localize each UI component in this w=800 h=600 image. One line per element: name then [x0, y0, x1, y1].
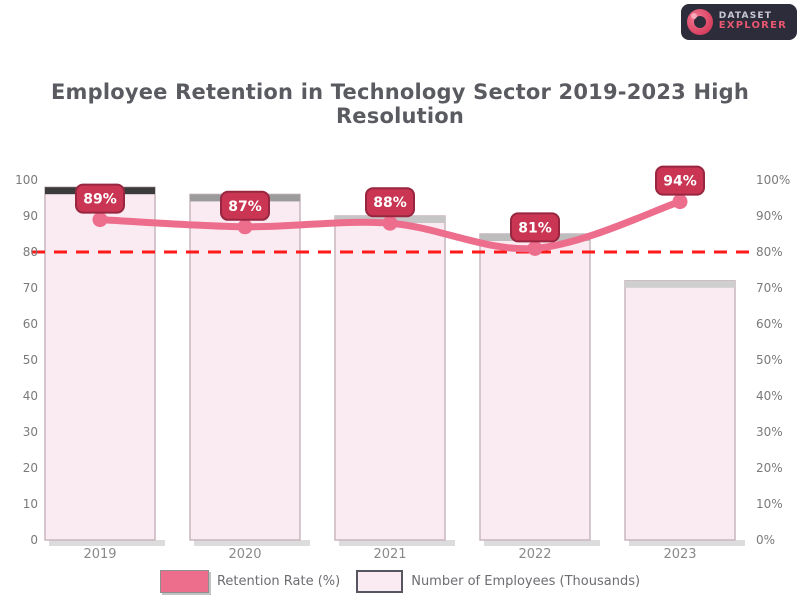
left-axis-tick-label: 10: [23, 497, 38, 511]
bar: [624, 280, 736, 541]
data-label: 81%: [518, 220, 552, 236]
bar-bottom-shadow: [194, 540, 310, 546]
legend-label-bar-series: Number of Employees (Thousands): [411, 573, 641, 589]
legend-item-line-series: Retention Rate (%): [159, 569, 341, 593]
data-label: 88%: [373, 195, 407, 211]
line-marker: [382, 215, 398, 231]
legend-swatch-bar-series: [356, 569, 404, 593]
x-axis-label: 2023: [663, 547, 696, 562]
left-axis-tick-label: 50: [23, 353, 38, 367]
line-marker: [92, 212, 108, 228]
data-label-pill: [75, 183, 125, 214]
data-label-pill: [365, 187, 415, 218]
bar-bottom-shadow: [49, 540, 165, 546]
line-marker: [237, 219, 253, 235]
right-axis-tick-label: 100%: [756, 173, 790, 187]
line-marker: [527, 240, 543, 256]
left-axis-tick-label: 80: [23, 245, 38, 259]
logo-line1: DATASET: [718, 11, 773, 22]
right-axis-tick-label: 30%: [756, 425, 783, 439]
data-label-pill: [655, 165, 705, 196]
data-label: 89%: [83, 192, 117, 208]
right-axis-tick-label: 60%: [756, 317, 783, 331]
right-axis-tick-label: 90%: [756, 209, 783, 223]
left-axis-tick-label: 20: [23, 461, 38, 475]
legend-label-line-series: Retention Rate (%): [216, 573, 341, 589]
bar: [479, 233, 591, 541]
left-axis-tick-label: 90: [23, 209, 38, 223]
right-axis-tick-label: 40%: [756, 389, 783, 403]
bar: [189, 193, 301, 541]
left-axis-tick-label: 70: [23, 281, 38, 295]
data-label-pill: [510, 212, 560, 243]
data-label: 94%: [663, 174, 697, 190]
magnifier-circle-icon: [686, 9, 713, 35]
right-axis-tick-label: 10%: [756, 497, 783, 511]
right-axis-tick-label: 50%: [756, 353, 783, 367]
right-axis-tick-label: 20%: [756, 461, 783, 475]
left-axis-tick-label: 60: [23, 317, 38, 331]
left-axis-tick-label: 30: [23, 425, 38, 439]
bar-top-shade: [625, 280, 735, 288]
right-axis-tick-label: 0%: [756, 533, 775, 547]
bar: [44, 186, 156, 541]
data-label-pill: [220, 190, 270, 221]
legend-item-bar-series: Number of Employees (Thousands): [356, 569, 641, 593]
chart-legend: Retention Rate (%) Number of Employees (…: [0, 566, 800, 596]
x-axis-label: 2022: [518, 547, 551, 562]
left-axis-tick-label: 0: [30, 533, 38, 547]
bar-bottom-shadow: [484, 540, 600, 546]
right-axis-tick-label: 80%: [756, 245, 783, 259]
logo-badge: DATASET EXPLORER: [680, 4, 797, 40]
bar-bottom-shadow: [629, 540, 745, 546]
data-label: 87%: [228, 199, 262, 215]
x-axis-label: 2019: [83, 547, 116, 562]
chart-title: Employee Retention in Technology Sector …: [50, 80, 750, 128]
left-axis-tick-label: 40: [23, 389, 38, 403]
bar-bottom-shadow: [339, 540, 455, 546]
legend-swatch-line-series: [159, 569, 209, 593]
line-marker: [672, 194, 688, 210]
right-axis-tick-label: 70%: [756, 281, 783, 295]
logo-line2: EXPLORER: [718, 20, 787, 32]
bar: [334, 215, 446, 541]
left-axis-tick-label: 100: [15, 173, 38, 187]
x-axis-label: 2021: [373, 547, 406, 562]
x-axis-label: 2020: [228, 547, 261, 562]
